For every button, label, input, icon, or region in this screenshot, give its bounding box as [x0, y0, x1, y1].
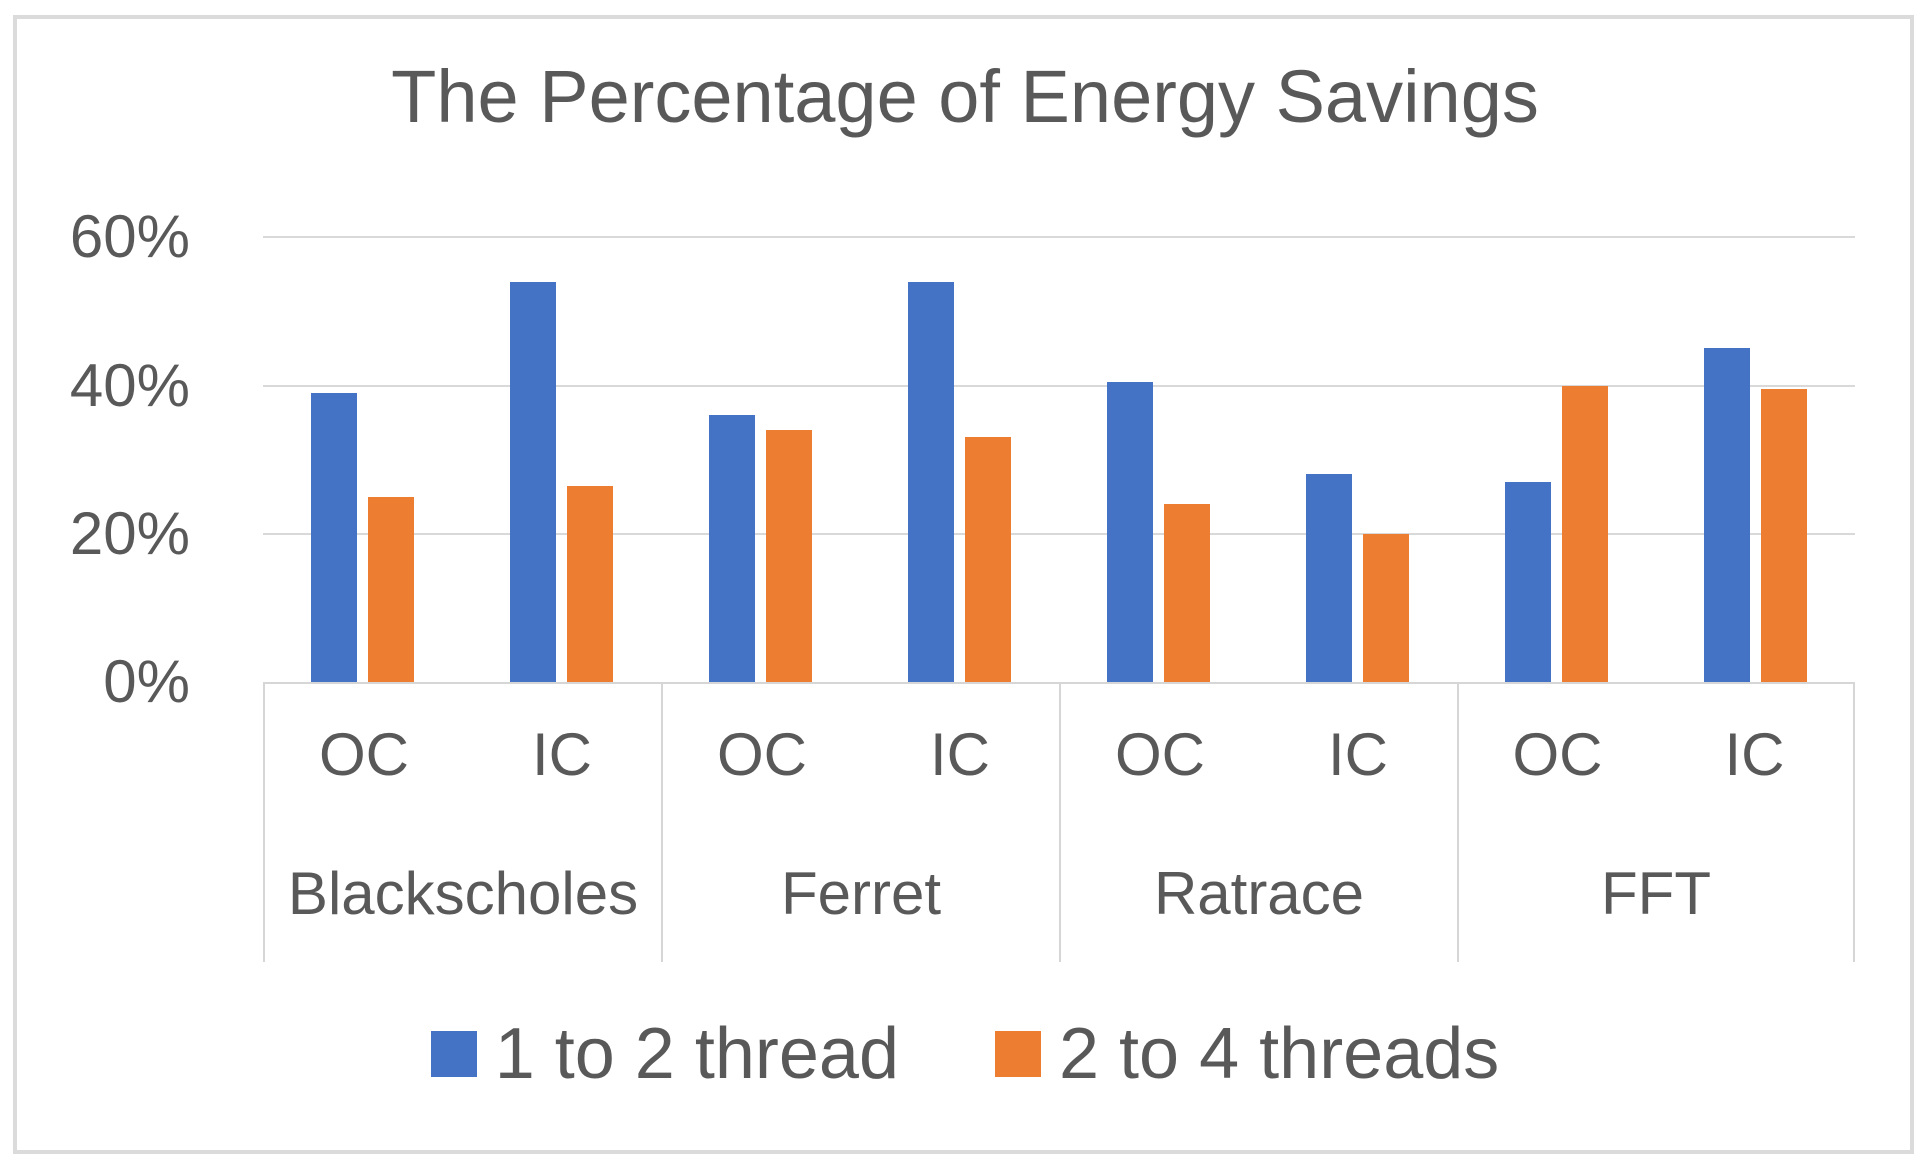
gridline-20 — [263, 532, 1855, 535]
group-label-blackscholes: Blackscholes — [287, 859, 639, 927]
y-tick-label: 60% — [69, 203, 190, 271]
bar-fft-ic-2-to-4-threads — [1761, 389, 1807, 682]
subcategory-row: OC IC — [663, 684, 1059, 824]
bar-ratrace-oc-2-to-4-threads — [1164, 504, 1210, 682]
legend: 1 to 2 thread 2 to 4 threads — [0, 1012, 1930, 1096]
bar-ferret-oc-2-to-4-threads — [766, 429, 812, 682]
subcategory-label-fft-oc: OC — [1512, 720, 1603, 788]
subcategory-label-ratrace-ic: IC — [1328, 720, 1388, 788]
subcategory-row: OC IC — [1459, 684, 1853, 824]
subcategory-row: OC IC — [1061, 684, 1457, 824]
subcategory-label-blackscholes-oc: OC — [319, 720, 409, 788]
legend-swatch-icon — [430, 1031, 477, 1077]
bar-blackscholes-ic-2-to-4-threads — [567, 485, 613, 682]
subcategory-label-ratrace-oc: OC — [1115, 720, 1205, 788]
subcategory-row: OC IC — [265, 684, 661, 824]
category-group-ferret: OC IC Ferret — [661, 684, 1059, 962]
x-axis-line — [263, 682, 1855, 684]
bar-fft-oc-1-to-2-thread — [1505, 481, 1551, 682]
y-tick-label: 20% — [69, 499, 190, 567]
bar-fft-ic-1-to-2-thread — [1704, 348, 1750, 682]
bar-ferret-ic-1-to-2-thread — [908, 281, 954, 682]
group-label-fft: FFT — [1601, 859, 1711, 927]
bar-fft-oc-2-to-4-threads — [1562, 385, 1608, 682]
category-group-ratrace: OC IC Ratrace — [1059, 684, 1457, 962]
bar-blackscholes-oc-2-to-4-threads — [368, 496, 414, 682]
bar-ferret-ic-2-to-4-threads — [965, 437, 1011, 682]
legend-item-1-to-2-thread: 1 to 2 thread — [430, 1012, 899, 1096]
bar-ferret-oc-1-to-2-thread — [709, 415, 755, 682]
subcategory-label-blackscholes-ic: IC — [532, 720, 592, 788]
subcategory-label-ferret-ic: IC — [930, 720, 990, 788]
bar-ratrace-oc-1-to-2-thread — [1107, 381, 1153, 682]
gridline-60 — [263, 236, 1855, 239]
legend-label: 2 to 4 threads — [1059, 1014, 1500, 1094]
legend-item-2-to-4-threads: 2 to 4 threads — [995, 1012, 1499, 1096]
legend-label: 1 to 2 thread — [494, 1014, 899, 1094]
subcategory-label-ferret-oc: OC — [717, 720, 807, 788]
chart-title: The Percentage of Energy Savings — [391, 55, 1539, 138]
bar-blackscholes-ic-1-to-2-thread — [510, 281, 556, 682]
y-tick-label: 40% — [69, 351, 190, 419]
bar-blackscholes-oc-1-to-2-thread — [311, 392, 357, 682]
legend-swatch-icon — [995, 1031, 1041, 1077]
bar-ratrace-ic-1-to-2-thread — [1306, 474, 1352, 682]
chart-border-frame — [13, 15, 1914, 1154]
group-label-ferret: Ferret — [780, 859, 942, 927]
subcategory-label-fft-ic: IC — [1724, 720, 1785, 788]
y-tick-label: 0% — [103, 648, 190, 715]
category-group-fft: OC IC FFT — [1457, 684, 1855, 962]
category-group-blackscholes: OC IC Blackscholes — [263, 684, 661, 962]
group-label-ratrace: Ratrace — [1153, 859, 1365, 927]
bar-ratrace-ic-2-to-4-threads — [1363, 533, 1409, 682]
gridline-40 — [263, 384, 1855, 387]
